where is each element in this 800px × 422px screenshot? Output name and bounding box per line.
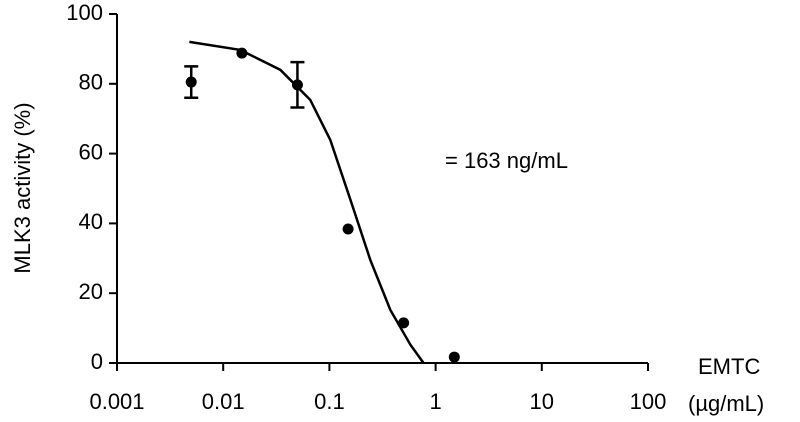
y-tick-label: 60 [79,139,103,164]
data-point [185,76,197,88]
data-point [448,351,460,363]
x-tick-label: 0.001 [89,389,144,414]
data-point [398,317,410,329]
x-tick-label: 1 [429,389,441,414]
y-tick-label: 40 [79,209,103,234]
x-tick-label: 10 [530,389,554,414]
data-point [342,223,354,235]
y-tick-label: 100 [66,0,103,25]
y-tick-label: 80 [79,70,103,95]
x-tick-label: 100 [630,389,667,414]
data-point [291,79,303,91]
x-tick-label: 0.01 [202,389,245,414]
data-point [236,47,248,59]
annotation: = 163 ng/mL [445,148,568,173]
y-tick-label: 20 [79,279,103,304]
x-axis-unit: (µg/mL) [688,391,764,416]
y-tick-label: 0 [91,349,103,374]
x-axis-label: EMTC [698,354,760,379]
y-axis-label: MLK3 activity (%) [10,102,35,273]
x-tick-label: 0.1 [314,389,345,414]
fit-curve [189,40,425,364]
